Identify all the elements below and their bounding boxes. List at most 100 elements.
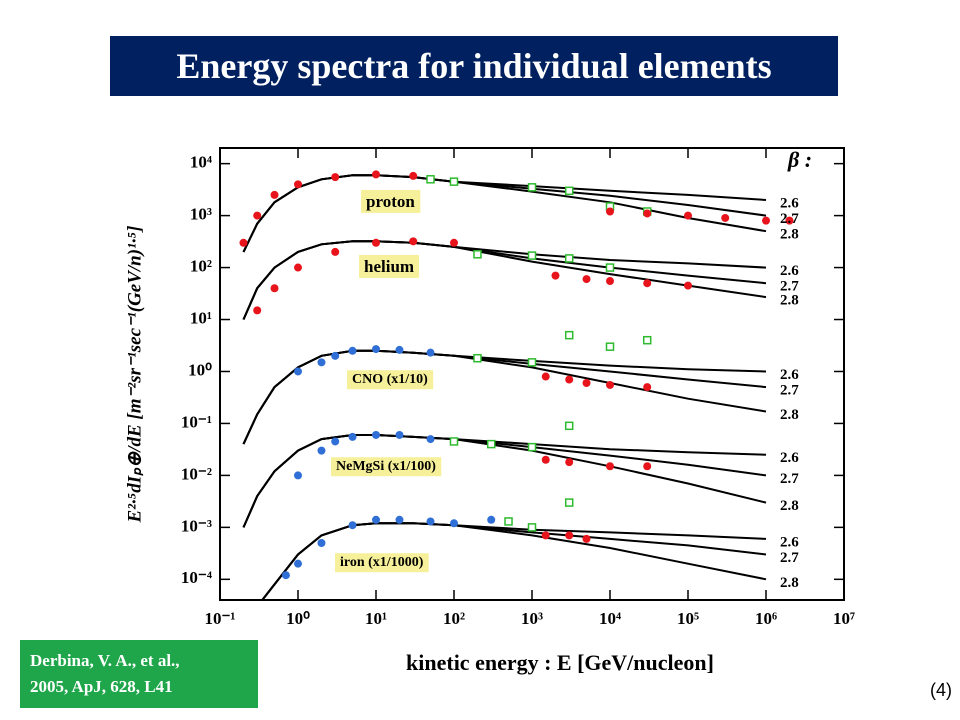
element-label-text: NeMgSi (x1/100) [336,459,436,474]
data-point [426,517,435,526]
data-point [643,279,652,288]
y-tick-label: 10⁰ [188,360,212,379]
data-point [294,367,302,376]
y-tick-label: 10¹ [190,308,212,327]
element-label-text: CNO (x1/10) [352,372,428,387]
x-tick-label: 10⁰ [286,609,310,628]
beta-label: 2.6 [780,195,799,211]
beta-label: 2.6 [780,367,799,383]
data-point [582,275,591,284]
data-point [426,348,435,357]
data-point [294,559,302,568]
data-point [527,523,537,532]
data-point [582,379,591,388]
data-point [348,346,357,355]
data-point [643,383,652,392]
element-label-box [359,254,420,278]
data-point [684,211,692,220]
data-point [684,281,692,290]
data-point [331,437,340,446]
x-tick-label: 10⁷ [833,609,855,628]
data-point [551,271,560,280]
y-tick-label: 10⁻² [181,464,212,483]
data-point [582,534,591,543]
data-point [564,330,574,340]
beta-label: 2.7 [780,279,799,295]
x-tick-label: 10⁴ [599,609,621,628]
data-point [348,432,357,441]
y-axis-label: E²·⁵dIₚ⊕/dE [m⁻²sr⁻¹sec⁻¹(GeV/n)¹·⁵] [124,226,145,524]
element-label-box [347,370,434,390]
data-point [486,439,496,449]
data-point [270,284,279,293]
element-label-box [331,457,442,477]
x-tick-label: 10¹ [365,609,387,628]
beta-label: 2.7 [780,550,799,566]
element-label-text: proton [366,192,415,211]
y-tick-label: 10⁻³ [181,516,212,535]
data-point [565,375,574,384]
data-point [642,335,652,345]
data-point [541,455,550,464]
element-label: CNO (x1/10) [347,370,434,390]
beta-label: 2.8 [780,575,799,591]
data-point [504,517,513,526]
data-point [643,209,652,218]
data-point [281,571,290,580]
data-point [317,446,326,455]
data-point [527,358,537,367]
data-point [606,277,614,286]
data-point [527,251,537,260]
beta-label: 2.6 [780,263,799,279]
data-point [317,358,326,367]
data-point [253,306,262,315]
data-point [564,421,574,431]
data-point [372,238,380,247]
data-point [270,190,279,199]
data-point [487,515,496,524]
data-point [606,380,614,389]
beta-label: 2.6 [780,534,799,550]
data-point [395,430,404,439]
beta-label: 2.8 [780,227,799,243]
element-label: iron (x1/1000) [335,553,429,573]
element-label: NeMgSi (x1/100) [331,457,442,477]
data-point [372,430,380,439]
x-axis-label: kinetic energy : E [GeV/nucleon] [406,650,714,675]
data-point [605,342,615,351]
slide-title: Energy spectra for individual elements [110,36,838,96]
data-point [449,437,459,446]
data-point [450,519,458,528]
data-point [426,435,435,444]
data-point [372,345,380,354]
element-label-box [361,189,421,213]
data-point [473,353,482,363]
data-point [564,254,574,263]
data-point [473,250,482,259]
y-tick-label: 10⁻¹ [181,412,212,431]
x-tick-label: 10⁻¹ [204,609,235,628]
y-tick-label: 10³ [190,205,212,224]
data-point [541,531,550,540]
data-point [409,237,418,246]
x-tick-label: 10⁵ [677,609,699,628]
data-point [785,216,794,225]
y-tick-label: 10⁴ [190,153,212,172]
data-point [565,531,574,540]
data-point [395,515,404,524]
data-point [762,216,770,225]
beta-label: 2.7 [780,383,799,399]
x-tick-label: 10³ [521,609,543,628]
data-point [253,211,262,220]
data-point [527,183,537,192]
data-point [449,177,459,186]
data-point [317,539,326,548]
citation-line: 2005, ApJ, 628, L41 [30,677,173,696]
beta-label: 2.7 [780,211,799,227]
data-point [294,471,302,480]
data-point [564,498,574,507]
citation-line: Derbina, V. A., et al., [30,651,180,670]
data-point [721,213,730,222]
